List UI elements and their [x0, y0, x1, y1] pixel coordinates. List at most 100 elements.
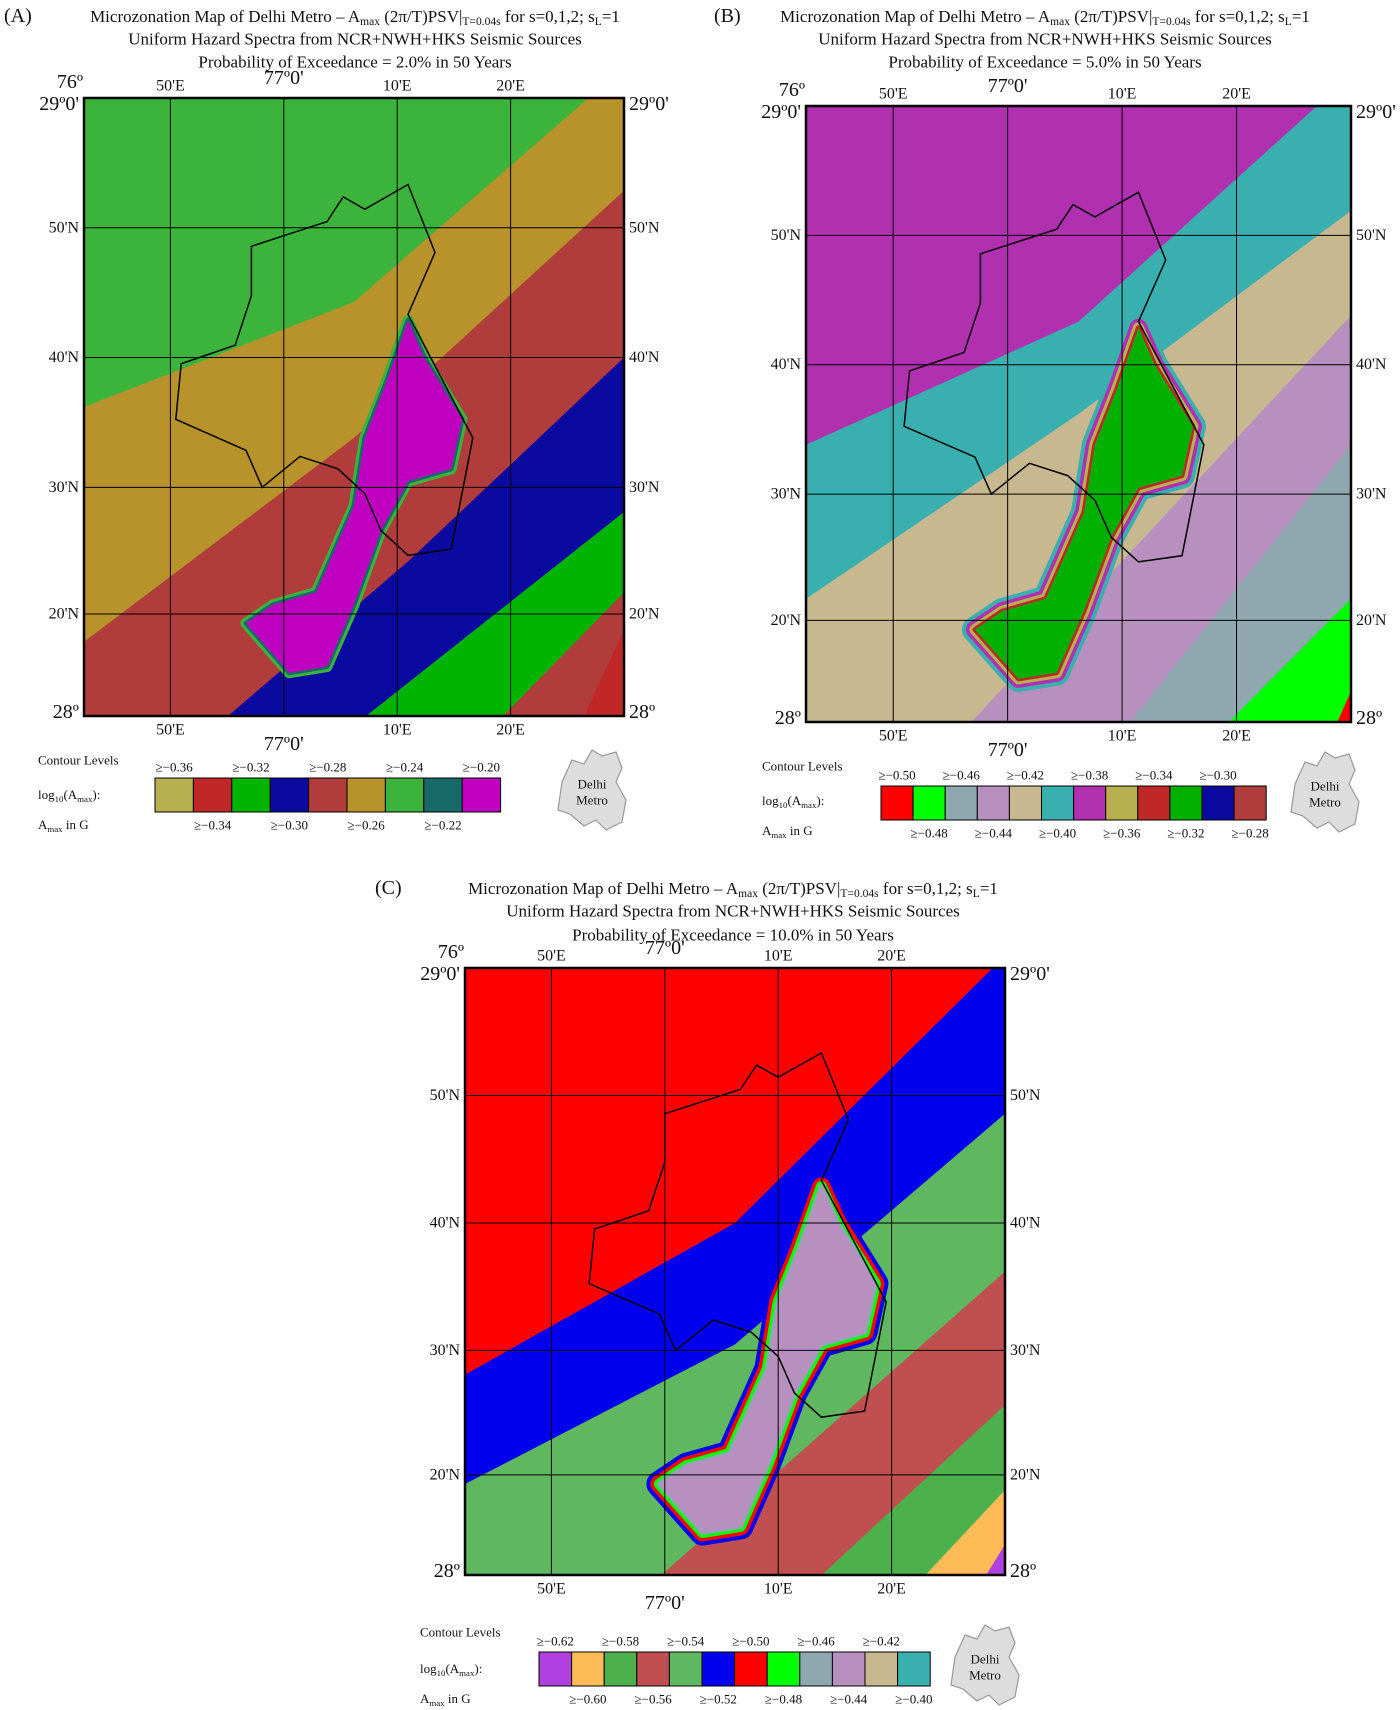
legend-unit-label: Amax in G [420, 1691, 471, 1709]
legend-heading: Contour Levels [762, 759, 843, 774]
lat-label: 20'N [771, 612, 802, 629]
legend-level-label: ≥−0.30 [271, 818, 308, 833]
lat-label: 28º [1356, 707, 1382, 729]
panel-subtitle: Uniform Hazard Spectra from NCR+NWH+HKS … [128, 30, 582, 49]
lon-label: 76º [779, 79, 805, 101]
legend-scale-label: log10(Amax): [38, 787, 100, 805]
hazard-zone [84, 98, 589, 407]
inset-label: Metro [576, 793, 608, 808]
panel-title-part: L [595, 15, 602, 28]
legend-swatch [1201, 785, 1235, 821]
lat-label: 40'N [771, 356, 802, 373]
inset-label: Delhi [971, 1652, 1000, 1667]
lat-label: 30'N [629, 479, 660, 496]
legend-scale-label-part: (A [787, 793, 801, 808]
lon-label: 10'E [383, 78, 412, 95]
legend-level-label: ≥−0.26 [348, 818, 386, 833]
legend-swatch [668, 1651, 703, 1687]
panel-title-part: for s=0,1,2; s [1191, 7, 1285, 26]
legend-level-label: ≥−0.46 [943, 768, 981, 783]
lat-label: 28º [629, 701, 655, 723]
legend-level-label: ≥−0.32 [1167, 826, 1204, 841]
legend-scale-label-part: 10 [437, 1668, 446, 1678]
legend-unit-label-part: in G [63, 817, 89, 832]
hazard-core [246, 320, 462, 673]
lon-label: 10'E [1108, 86, 1137, 103]
delhi-inset [557, 749, 627, 831]
lat-label: 30'N [1010, 1342, 1041, 1359]
legend-level-label: ≥−0.62 [537, 1634, 574, 1649]
legend-level-label: ≥−0.28 [1232, 826, 1269, 841]
panel-title: Microzonation Map of Delhi Metro – Amax … [468, 879, 998, 900]
lon-label: 50'E [156, 78, 185, 95]
legend-scale-label-part: 10 [779, 800, 788, 810]
panel-title-part: =1 [602, 7, 620, 26]
lat-label: 20'N [49, 606, 80, 623]
legend-swatch [346, 777, 386, 813]
map-frame [82, 96, 626, 718]
panel-title-part: for s=0,1,2; s [501, 7, 595, 26]
legend-swatch [734, 1651, 768, 1687]
legend-scale-label-part: max [459, 1668, 475, 1678]
lat-label: 20'N [629, 606, 660, 623]
panel-title-part: T=0.04s [1152, 15, 1191, 28]
panel-probability: Probability of Exceedance = 2.0% in 50 Y… [198, 53, 511, 72]
legend-scale-label-part: log [762, 793, 779, 808]
legend-swatch [571, 1651, 605, 1687]
legend-level-label: ≥−0.28 [309, 760, 346, 775]
lon-label: 50'E [537, 948, 566, 965]
legend-level-label: ≥−0.42 [863, 1634, 900, 1649]
legend-level-label: ≥−0.58 [602, 1634, 639, 1649]
legend-unit-label-part: max [429, 1698, 445, 1708]
legend-swatch [538, 1651, 573, 1687]
lat-label: 29º0' [629, 93, 669, 115]
delhi-inset [1290, 751, 1360, 833]
panel-title-part: Microzonation Map of Delhi Metro – A [90, 7, 361, 26]
panel-probability: Probability of Exceedance = 10.0% in 50 … [572, 926, 894, 945]
legend-level-label: ≥−0.34 [194, 818, 232, 833]
inset-label: Delhi [1311, 779, 1340, 794]
legend-swatch [1008, 785, 1043, 821]
panel-title-part: for s=0,1,2; s [879, 879, 973, 898]
lat-label: 50'N [771, 227, 802, 244]
legend-level-label: ≥−0.36 [1103, 826, 1141, 841]
legend-unit-label-part: A [762, 823, 772, 838]
legend-swatch [880, 785, 914, 821]
panel-title-part: (2π/T)PSV| [1070, 7, 1152, 26]
legend-swatch [897, 1651, 931, 1687]
lat-label: 50'N [49, 219, 80, 236]
legend-level-label: ≥−0.46 [797, 1634, 835, 1649]
lat-label: 40'N [49, 349, 80, 366]
panel-label: (C) [375, 877, 402, 899]
lon-label: 20'E [1222, 86, 1251, 103]
delhi-boundary [903, 191, 1205, 563]
legend-level-label: ≥−0.24 [386, 760, 424, 775]
legend-swatch [944, 785, 978, 821]
legend-swatch [1105, 785, 1139, 821]
inset-label: Metro [1309, 795, 1341, 810]
legend-swatch [831, 1651, 866, 1687]
lon-label: 10'E [1108, 728, 1137, 745]
legend-level-label: ≥−0.50 [878, 768, 915, 783]
lon-label: 50'E [879, 86, 908, 103]
legend-level-label: ≥−0.20 [463, 760, 500, 775]
lat-label: 29º0' [39, 93, 79, 115]
legend-swatch [1233, 785, 1267, 821]
legend-swatch [799, 1651, 833, 1687]
legend-level-label: ≥−0.30 [1199, 768, 1236, 783]
lat-label: 50'N [629, 219, 660, 236]
legend-scale-label-part: log [420, 1661, 437, 1676]
legend-scale-label-part: ): [92, 787, 100, 802]
panel-title-part: L [1285, 15, 1292, 28]
legend-swatch [154, 777, 194, 813]
panel-title-part: T=0.04s [840, 887, 879, 900]
legend-unit-label-part: A [420, 1691, 430, 1706]
legend-scale-label-part: (A [63, 787, 77, 802]
lon-label: 20'E [1222, 728, 1251, 745]
lon-label: 50'E [537, 1581, 566, 1598]
lon-label: 76º [438, 941, 464, 963]
lat-label: 30'N [430, 1342, 461, 1359]
legend-level-label: ≥−0.44 [830, 1692, 868, 1707]
legend-swatch [912, 785, 946, 821]
hazard-map [806, 106, 1351, 722]
